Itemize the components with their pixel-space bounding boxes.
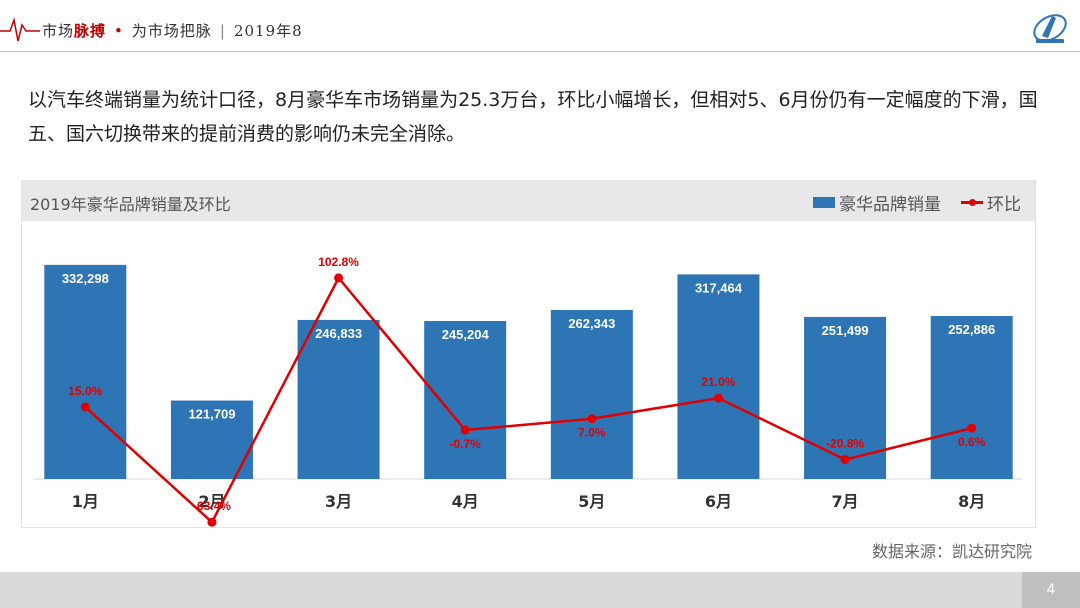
- legend-line-label: 环比: [987, 195, 1021, 215]
- bar-value-label-3: 246,833: [315, 326, 362, 341]
- mom-point-7: [840, 455, 850, 465]
- bar-5: [550, 309, 633, 479]
- brand-slogan: 市场脉搏 • 为市场把脉 | 2019年8: [42, 20, 303, 41]
- mom-point-4: [460, 425, 470, 435]
- chart-panel: 2019年豪华品牌销量及环比 豪华品牌销量 环比 332,298 1月 121,70…: [21, 180, 1036, 528]
- bar-value-label-4: 245,204: [442, 327, 490, 342]
- bullet: •: [114, 22, 124, 40]
- mom-label-5: 7.0%: [578, 426, 606, 440]
- page-number: 4: [1022, 572, 1080, 608]
- bar-value-label-7: 251,499: [822, 323, 869, 338]
- brand-name-part2: 脉搏: [74, 22, 107, 40]
- mom-label-8: 0.6%: [958, 435, 986, 449]
- chart-plot: 332,298 1月 121,709 2月 246,833 3月 245,204 4月 262,…: [34, 255, 1022, 527]
- header: 市场脉搏 • 为市场把脉 | 2019年8: [0, 0, 1080, 62]
- mom-label-7: -20.8%: [826, 437, 864, 451]
- x-tick-label-5: 5月: [578, 492, 605, 511]
- chart-header: 2019年豪华品牌销量及环比 豪华品牌销量 环比: [22, 181, 1035, 221]
- legend-bar-label: 豪华品牌销量: [839, 195, 941, 215]
- x-tick-label-1: 1月: [72, 492, 99, 511]
- mom-label-3: 102.8%: [318, 255, 359, 269]
- mom-point-1: [80, 402, 90, 412]
- x-tick-label-2: 2月: [198, 492, 225, 511]
- bar-value-label-8: 252,886: [948, 322, 995, 337]
- bar-8: [930, 316, 1013, 479]
- description-text: 以汽车终端销量为统计口径，8月豪华车市场销量为25.3万台，环比小幅增长，但相对…: [28, 89, 1038, 145]
- legend-bar-swatch: [813, 197, 835, 208]
- mom-label-1: 15.0%: [68, 384, 102, 398]
- footer-bar: [0, 572, 1080, 608]
- divider: |: [219, 22, 226, 40]
- x-tick-label-3: 3月: [325, 492, 352, 511]
- bar-2: [170, 400, 253, 479]
- mom-line: [84, 275, 972, 525]
- mom-point-3: [334, 273, 344, 283]
- bar-1: [44, 264, 127, 479]
- bar-value-label-1: 332,298: [62, 271, 109, 286]
- company-logo-icon: [1033, 14, 1067, 43]
- bar-6: [677, 274, 760, 479]
- x-tick-label-8: 8月: [958, 492, 985, 511]
- pulse-icon: [0, 17, 40, 42]
- legend-line-swatch: [961, 197, 983, 208]
- brand-name-part1: 市场: [42, 22, 75, 40]
- mom-point-8: [967, 423, 977, 433]
- chart-legend: 豪华品牌销量 环比: [813, 190, 1021, 215]
- bar-value-label-6: 317,464: [695, 280, 743, 295]
- mom-point-2: [207, 517, 217, 527]
- bar-4: [424, 320, 507, 479]
- mom-label-2: -63.4%: [193, 499, 231, 513]
- data-source: 数据来源：凯达研究院: [871, 542, 1032, 561]
- x-tick-label-6: 6月: [705, 492, 732, 511]
- mom-point-5: [587, 414, 597, 424]
- chart-title: 2019年豪华品牌销量及环比: [30, 195, 231, 214]
- period: 2019年8: [233, 22, 303, 40]
- mom-label-6: 21.0%: [701, 375, 735, 389]
- mom-label-4: -0.7%: [450, 437, 482, 451]
- bar-value-label-2: 121,709: [188, 407, 235, 422]
- mom-point-6: [713, 393, 723, 403]
- bar-value-label-5: 262,343: [568, 316, 615, 331]
- slogan: 为市场把脉: [131, 22, 212, 40]
- header-divider: [0, 51, 1080, 52]
- x-tick-label-7: 7月: [831, 492, 858, 511]
- bar-7: [804, 316, 887, 479]
- bar-3: [297, 319, 380, 479]
- x-tick-label-4: 4月: [452, 492, 479, 511]
